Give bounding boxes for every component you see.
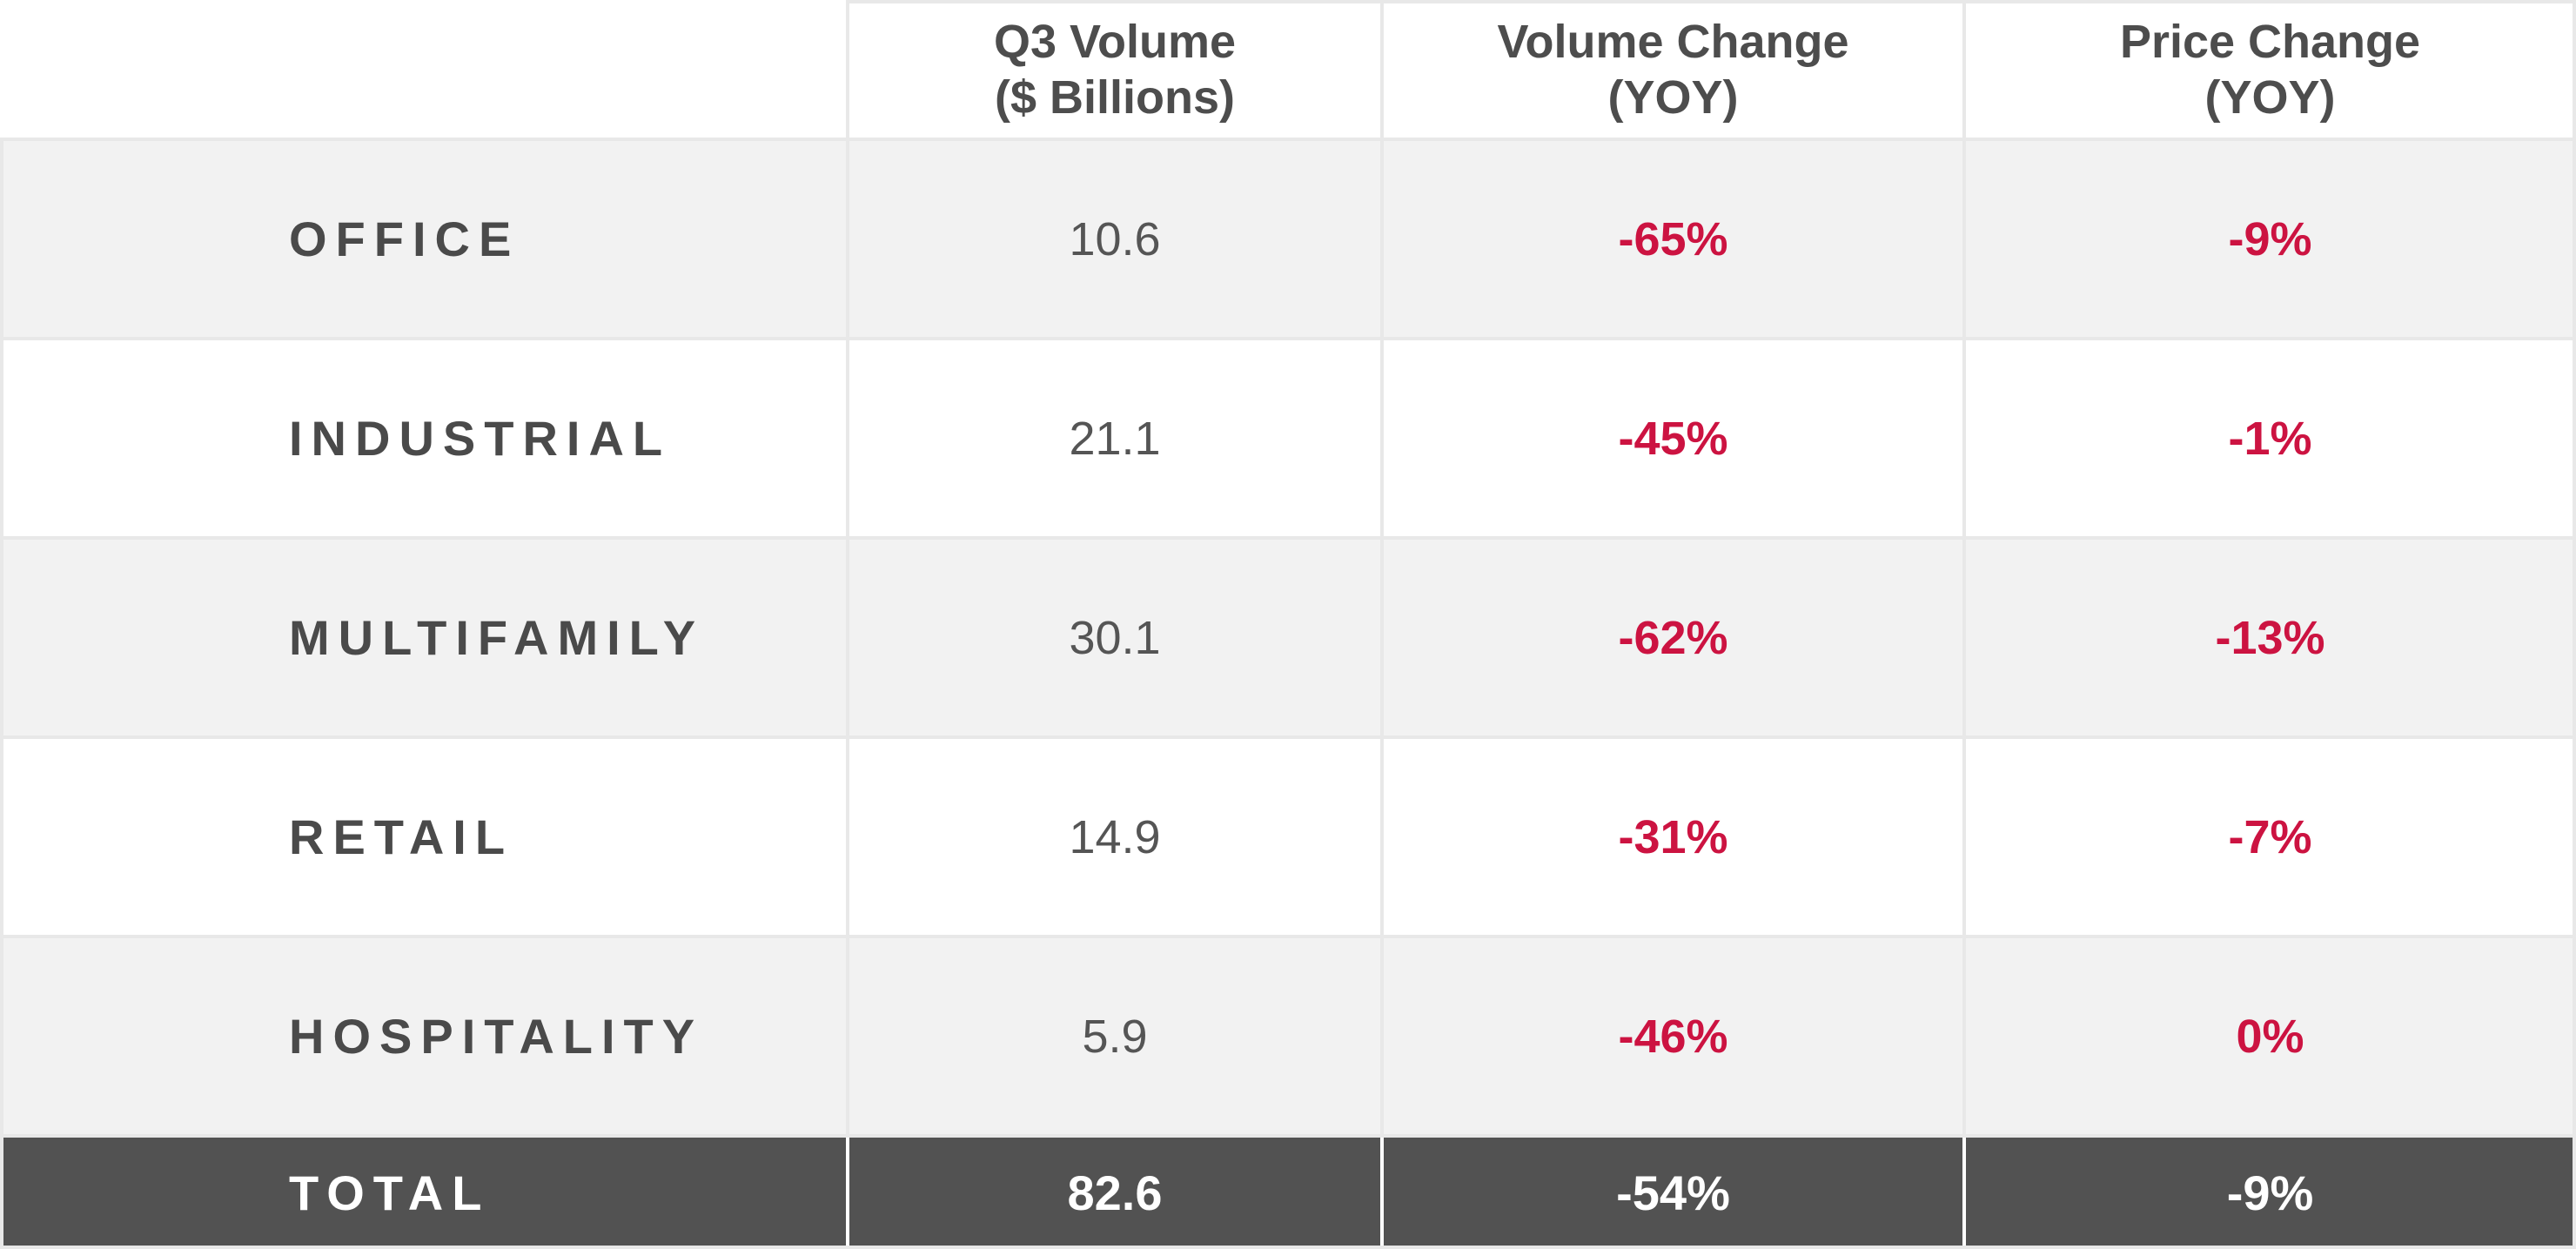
column-header-line: Q3 Volume bbox=[993, 16, 1237, 68]
price-change-value: -9% bbox=[1964, 139, 2576, 339]
price-change-value: 0% bbox=[1964, 937, 2576, 1136]
header-blank-cell bbox=[0, 0, 848, 139]
total-volume-value: 82.6 bbox=[848, 1136, 1382, 1249]
column-header-line: (YOY) bbox=[2204, 71, 2336, 124]
total-volume-change-value: -54% bbox=[1382, 1136, 1964, 1249]
volume-change-value: -45% bbox=[1382, 339, 1964, 538]
volume-value: 30.1 bbox=[848, 538, 1382, 737]
volume-change-value: -65% bbox=[1382, 139, 1964, 339]
column-header-line: Volume Change bbox=[1497, 16, 1849, 68]
volume-value: 10.6 bbox=[848, 139, 1382, 339]
sector-label: RETAIL bbox=[0, 737, 848, 937]
column-header: Price Change (YOY) bbox=[1964, 0, 2576, 139]
volume-change-value: -31% bbox=[1382, 737, 1964, 937]
column-header-line: Price Change bbox=[2119, 16, 2421, 68]
total-label: TOTAL bbox=[0, 1136, 848, 1249]
column-header: Volume Change (YOY) bbox=[1382, 0, 1964, 139]
volume-change-value: -46% bbox=[1382, 937, 1964, 1136]
total-price-change-value: -9% bbox=[1964, 1136, 2576, 1249]
column-header-line: (YOY) bbox=[1607, 71, 1739, 124]
price-change-value: -7% bbox=[1964, 737, 2576, 937]
column-header: Q3 Volume ($ Billions) bbox=[848, 0, 1382, 139]
sector-label: OFFICE bbox=[0, 139, 848, 339]
volume-value: 21.1 bbox=[848, 339, 1382, 538]
price-change-value: -1% bbox=[1964, 339, 2576, 538]
column-header-line: ($ Billions) bbox=[994, 71, 1235, 124]
volume-value: 5.9 bbox=[848, 937, 1382, 1136]
sector-label: HOSPITALITY bbox=[0, 937, 848, 1136]
sector-label: MULTIFAMILY bbox=[0, 538, 848, 737]
sector-label: INDUSTRIAL bbox=[0, 339, 848, 538]
price-change-value: -13% bbox=[1964, 538, 2576, 737]
volume-change-value: -62% bbox=[1382, 538, 1964, 737]
volume-value: 14.9 bbox=[848, 737, 1382, 937]
